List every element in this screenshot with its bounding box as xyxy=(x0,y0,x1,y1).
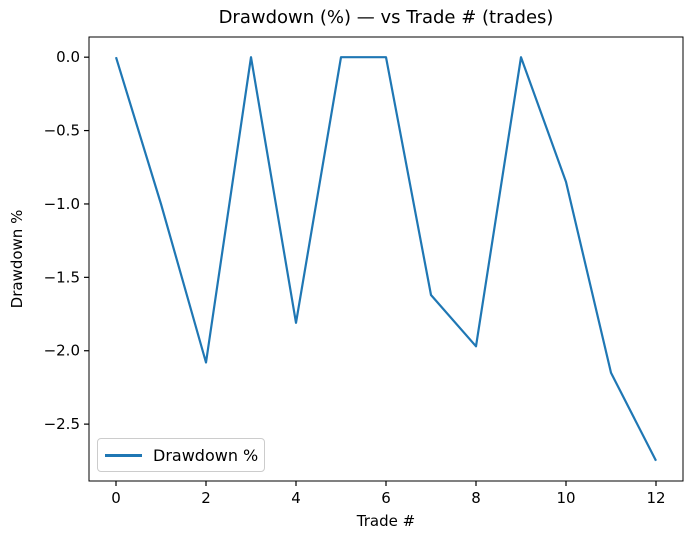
x-tick-label: 6 xyxy=(381,489,391,507)
y-tick-label: 0.0 xyxy=(56,48,80,66)
x-tick-label: 4 xyxy=(291,489,301,507)
y-tick-label: −1.5 xyxy=(44,268,80,286)
x-tick-label: 8 xyxy=(471,489,481,507)
plot-border xyxy=(88,36,684,482)
x-tick-label: 2 xyxy=(201,489,211,507)
y-tick-label: −2.0 xyxy=(44,342,80,360)
x-tick-label: 10 xyxy=(556,489,575,507)
data-line xyxy=(114,56,657,462)
y-tick-label: −1.0 xyxy=(44,195,80,213)
legend: Drawdown % xyxy=(97,438,265,472)
chart-title: Drawdown (%) — vs Trade # (trades) xyxy=(218,7,554,28)
x-tick-label: 0 xyxy=(111,489,121,507)
y-tick-label: −0.5 xyxy=(44,122,80,140)
legend-label: Drawdown % xyxy=(153,445,259,465)
x-tick-label: 12 xyxy=(646,489,665,507)
x-axis-label: Trade # xyxy=(356,512,416,530)
y-tick-label: −2.5 xyxy=(44,415,80,433)
legend-line-sample-icon xyxy=(105,453,142,457)
